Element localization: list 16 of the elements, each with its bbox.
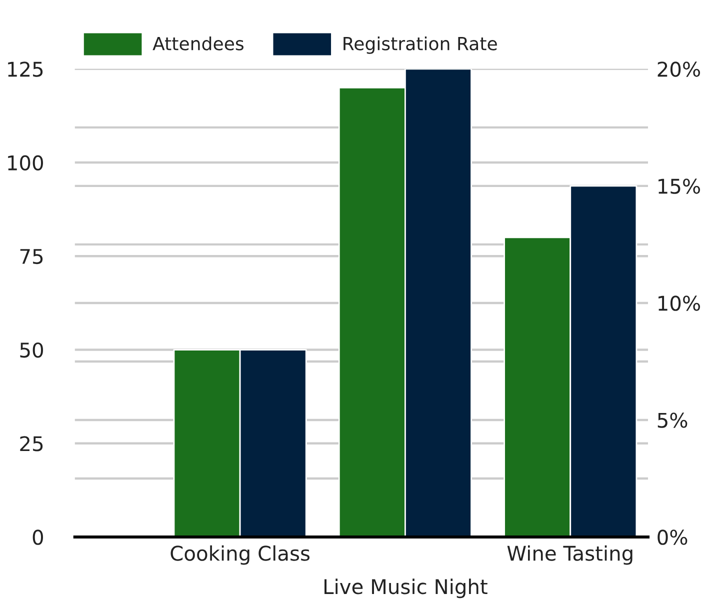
y-tick-label: 75 xyxy=(20,249,43,264)
y2-tick-label: 15% xyxy=(658,178,700,194)
y-tick-label: 125 xyxy=(8,62,43,77)
y-tick-label: 0 xyxy=(32,530,43,545)
y-tick-label: 100 xyxy=(8,155,43,170)
y-tick-label: 50 xyxy=(20,342,43,358)
y2-tick-label: 20% xyxy=(658,62,700,77)
x-tick-label: Cooking Class xyxy=(170,545,310,565)
legend-label: Attendees xyxy=(152,36,244,50)
y-tick-label: 25 xyxy=(20,436,43,452)
x-tick-label: Live Music Night xyxy=(324,578,488,598)
legend-label: Registration Rate xyxy=(344,36,497,54)
y2-tick-label: 10% xyxy=(658,296,700,311)
y2-tick-label: 0% xyxy=(658,530,688,545)
y2-tick-label: 5% xyxy=(658,412,688,428)
x-tick-label: Wine Tasting xyxy=(507,545,632,565)
